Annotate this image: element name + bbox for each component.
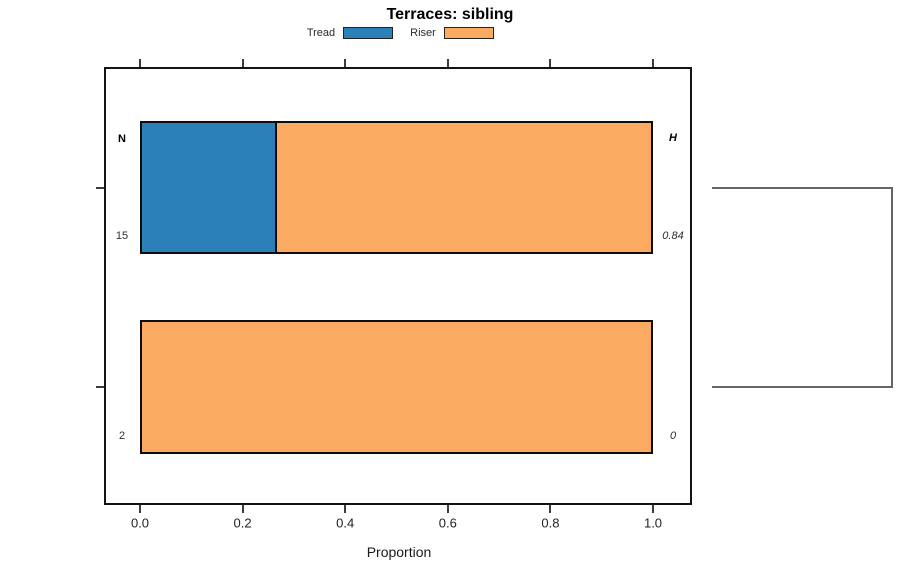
bar-segment-gilpin-riser	[274, 121, 653, 254]
x-tick-top	[549, 59, 552, 67]
y-tick	[96, 186, 104, 189]
x-tick-top	[241, 59, 244, 67]
diversity-value-weikert: 0	[669, 430, 677, 442]
bar-segment-weikert-riser	[140, 320, 653, 454]
dendrogram-branch-top	[712, 186, 893, 189]
count-value-gilpin: 15	[115, 230, 129, 242]
diversity-value-gilpin: 0.84	[662, 230, 684, 242]
x-tick-label: 0.0	[130, 515, 150, 531]
legend-label-riser: Riser	[410, 27, 436, 39]
x-tick-bottom	[652, 505, 654, 513]
x-tick-top	[446, 59, 449, 67]
x-tick-label: 0.6	[438, 515, 457, 531]
legend-swatch-tread	[343, 27, 393, 39]
bar-segment-gilpin-tread	[140, 121, 277, 254]
dendrogram-join	[891, 186, 893, 388]
x-tick-label: 0.8	[541, 515, 560, 531]
x-axis-label: Proportion	[366, 544, 432, 560]
x-tick-bottom	[241, 505, 244, 513]
y-tick	[96, 386, 104, 388]
x-tick-bottom	[344, 505, 347, 513]
x-tick-bottom	[139, 505, 141, 513]
x-tick-top	[139, 59, 141, 67]
chart-title: Terraces: sibling	[386, 6, 514, 23]
diversity-header: H	[669, 132, 677, 144]
plot-border	[104, 67, 692, 505]
legend-swatch-riser	[444, 27, 494, 39]
x-tick-label: 0.2	[233, 515, 252, 531]
x-tick-bottom	[549, 505, 552, 513]
legend-label-tread: Tread	[306, 27, 336, 39]
x-tick-top	[344, 59, 347, 67]
x-tick-label: 0.4	[336, 515, 355, 531]
x-tick-top	[652, 59, 654, 67]
dendrogram-branch-bottom	[712, 386, 893, 388]
x-tick-label: 1.0	[643, 515, 663, 531]
count-header: N	[118, 133, 126, 145]
x-tick-bottom	[446, 505, 449, 513]
count-value-weikert: 2	[118, 430, 126, 442]
